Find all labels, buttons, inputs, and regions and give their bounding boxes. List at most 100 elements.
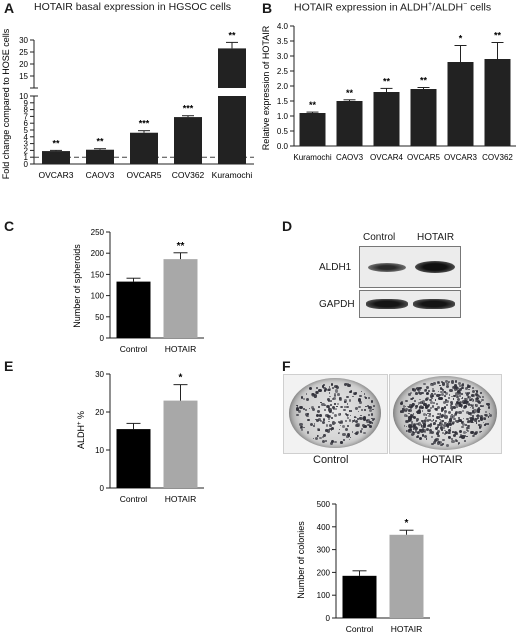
colony-dot <box>461 425 464 429</box>
colony-dot <box>343 409 346 412</box>
colony-dot <box>431 395 434 397</box>
colony-dot <box>461 397 463 400</box>
colony-dot <box>349 389 353 393</box>
colony-dot <box>348 409 351 412</box>
colony-dot <box>426 428 430 432</box>
colony-dot <box>428 413 431 415</box>
colony-dot <box>470 411 473 415</box>
colony-dot <box>364 396 367 399</box>
chart-e-bar <box>116 429 151 488</box>
colony-dot <box>319 436 322 440</box>
chart-a-bar-upper <box>218 48 246 88</box>
colony-dot <box>467 403 471 406</box>
colony-dot <box>431 392 433 395</box>
colony-dot <box>418 437 423 441</box>
colony-dot <box>329 441 333 445</box>
colony-dot <box>432 389 435 393</box>
colony-dot <box>352 419 355 422</box>
colony-dot <box>405 420 409 424</box>
colony-dot <box>371 422 374 424</box>
colony-dot <box>473 394 476 397</box>
chart-c-significance: ** <box>177 241 185 252</box>
chart-f-category-label: Control <box>346 624 374 634</box>
colony-dot <box>458 384 462 388</box>
colony-dot <box>328 420 330 423</box>
colony-dot <box>450 413 453 416</box>
colony-dot <box>448 429 451 432</box>
colony-dot <box>472 421 475 424</box>
colony-dot <box>449 388 453 393</box>
chart-a-lower-tick-label: 6 <box>24 119 29 128</box>
colony-dot <box>425 414 428 416</box>
colony-dot <box>431 384 434 387</box>
colony-dot <box>450 408 453 411</box>
colony-dot <box>298 410 301 413</box>
colony-dot <box>421 402 424 404</box>
colony-dot <box>442 438 445 442</box>
colony-dot <box>436 416 440 420</box>
colony-dot <box>482 405 484 407</box>
colony-dot <box>344 405 346 408</box>
chart-a-lower-tick-label: 1 <box>24 153 29 162</box>
colony-dot <box>406 415 408 417</box>
colony-dot <box>453 406 457 410</box>
colony-dot <box>332 408 335 411</box>
colony-dot <box>436 441 441 445</box>
colony-dot <box>466 435 468 437</box>
colony-dot <box>431 442 434 445</box>
chart-a-lower-tick-label: 7 <box>24 112 29 121</box>
colony-dot <box>439 414 443 418</box>
colony-dot <box>432 440 437 444</box>
colony-dot <box>429 424 432 427</box>
colony-dot <box>362 425 365 428</box>
colony-dot <box>444 412 447 415</box>
colony-dot <box>432 401 436 404</box>
chart-a-lower-tick-label: 2 <box>24 146 29 155</box>
colony-dot <box>455 392 460 396</box>
chart-c-category-label: HOTAIR <box>165 344 196 354</box>
colony-dot <box>352 395 354 398</box>
colony-dot <box>326 429 330 433</box>
colony-dot <box>342 425 345 429</box>
chart-f-ylabel: Number of colonies <box>296 521 306 599</box>
colony-dot <box>447 410 451 414</box>
colony-dot <box>349 390 353 394</box>
colony-dot <box>422 412 426 416</box>
colony-dot <box>480 417 484 421</box>
chart-b-significance: ** <box>494 31 502 41</box>
chart-b-tick-label: 1.5 <box>277 97 289 106</box>
chart-c-bar <box>163 259 198 338</box>
colony-dot <box>452 385 455 388</box>
colony-dot <box>416 431 419 435</box>
chart-c-bar <box>116 281 151 338</box>
colony-dot <box>317 428 320 431</box>
chart-b-axes <box>293 26 516 147</box>
chart-b-bar <box>410 89 437 146</box>
colony-dot <box>408 404 413 408</box>
colony-dot <box>464 434 467 437</box>
colony-dot <box>360 390 362 393</box>
colony-dot <box>431 388 435 391</box>
colony-dot <box>426 412 429 415</box>
colony-dot <box>321 420 325 424</box>
colony-dot <box>475 399 478 402</box>
colony-dot <box>420 406 424 410</box>
colony-dot <box>445 443 450 448</box>
colony-dot <box>432 424 435 426</box>
colony-dot <box>413 431 415 434</box>
colony-dot <box>416 435 419 439</box>
colony-dot <box>355 430 360 435</box>
chart-a-upper-tick-label: 30 <box>19 36 28 45</box>
colony-dot <box>347 435 350 438</box>
colony-dot <box>454 431 458 435</box>
chart-f-tick-label: 500 <box>317 500 331 509</box>
colony-dot <box>478 406 481 409</box>
colony-dot <box>324 404 327 407</box>
colony-dot <box>476 421 478 423</box>
colony-dot <box>445 421 447 424</box>
colony-dot <box>451 405 455 410</box>
chart-a-significance: ** <box>96 137 104 147</box>
colony-dot <box>461 384 465 388</box>
colony-dot <box>430 420 433 423</box>
colony-dot <box>328 424 332 428</box>
